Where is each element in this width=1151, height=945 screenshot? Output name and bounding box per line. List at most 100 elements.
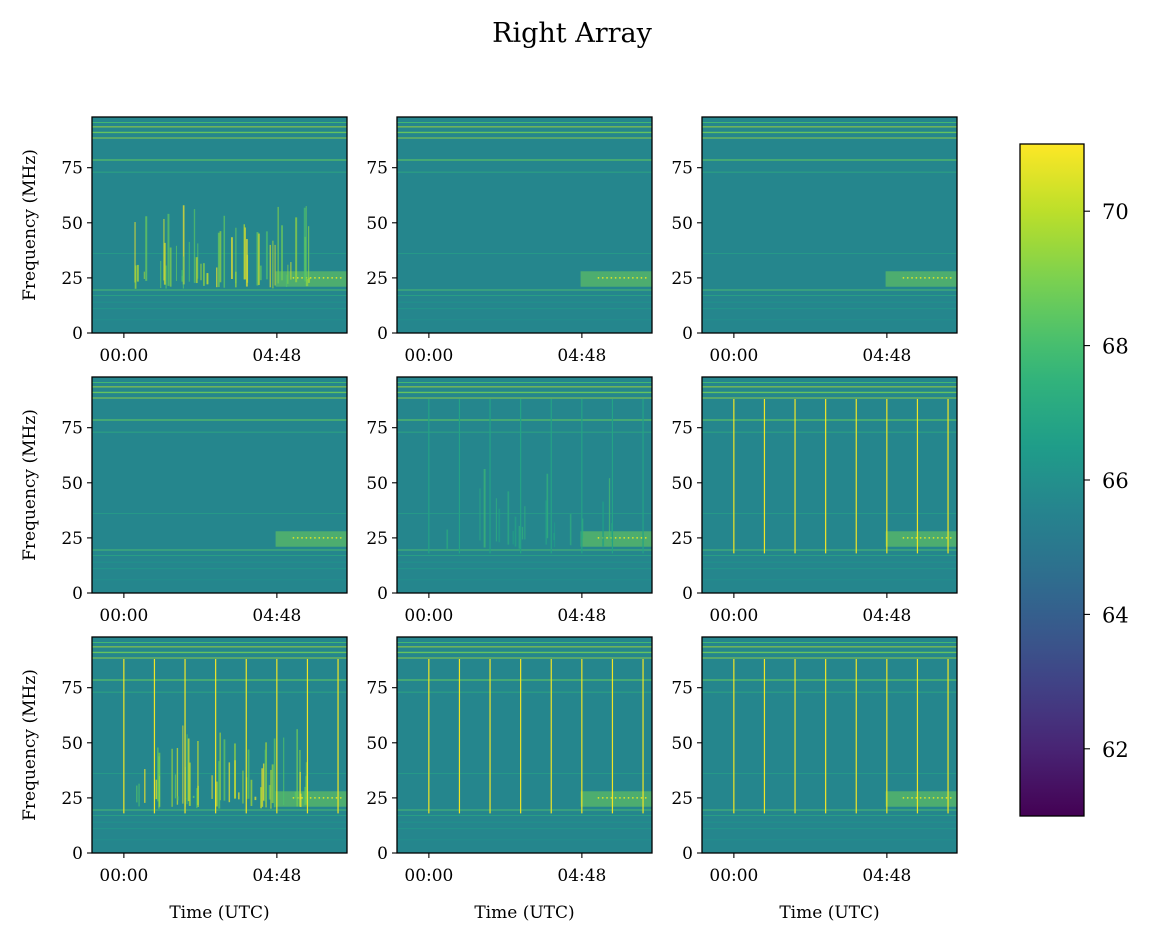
y-tick-label: 25 xyxy=(366,269,388,289)
spectrogram-features xyxy=(397,642,652,841)
spectrogram-features xyxy=(702,642,957,841)
y-tick-label: 0 xyxy=(682,324,693,344)
spectrogram-features xyxy=(397,122,652,321)
y-tick-label: 50 xyxy=(366,474,388,494)
colorbar-tick-label: 68 xyxy=(1102,335,1129,359)
axes-frame xyxy=(396,116,653,334)
colorbar-tick-label: 70 xyxy=(1102,200,1129,224)
panel-0-1: 0 25 50 75 00:00 04:48 xyxy=(366,116,653,366)
y-tick-label: 50 xyxy=(671,734,693,754)
axes-frame xyxy=(701,636,958,854)
y-tick-label: 50 xyxy=(61,474,83,494)
spectrogram-features xyxy=(702,382,957,581)
axes-frame xyxy=(701,376,958,594)
y-tick-label: 75 xyxy=(366,159,388,179)
x-axis-label: Time (UTC) xyxy=(779,903,879,923)
y-tick-label: 75 xyxy=(671,679,693,699)
colorbar-tick-label: 62 xyxy=(1102,738,1129,762)
x-tick-label: 04:48 xyxy=(252,866,301,886)
spectrogram-image xyxy=(397,637,652,853)
x-tick-label: 04:48 xyxy=(862,606,911,626)
spectrogram-image xyxy=(397,117,652,333)
y-tick-label: 25 xyxy=(671,529,693,549)
spectrogram-image xyxy=(92,377,347,593)
x-tick-label: 04:48 xyxy=(252,346,301,366)
x-tick-label: 04:48 xyxy=(862,346,911,366)
y-tick-label: 25 xyxy=(61,529,83,549)
y-tick-label: 25 xyxy=(61,269,83,289)
x-tick-label: 00:00 xyxy=(99,346,148,366)
spectrogram-image xyxy=(702,377,957,593)
y-tick-label: 25 xyxy=(61,789,83,809)
panel-2-2: 0 25 50 75 00:00 04:48 Time (UTC) xyxy=(671,636,958,923)
spectrogram-features xyxy=(397,382,652,581)
y-tick-label: 25 xyxy=(366,529,388,549)
spectrogram-image xyxy=(702,637,957,853)
y-tick-label: 0 xyxy=(682,844,693,864)
x-axis-label: Time (UTC) xyxy=(474,903,574,923)
x-tick-label: 00:00 xyxy=(99,866,148,886)
y-axis-label: Frequency (MHz) xyxy=(20,669,40,821)
x-tick-label: 00:00 xyxy=(404,606,453,626)
spectrogram-image xyxy=(702,117,957,333)
y-tick-label: 75 xyxy=(61,159,83,179)
axes-frame xyxy=(701,116,958,334)
colorbar-gradient xyxy=(1020,144,1084,816)
spectrogram-features xyxy=(92,382,347,581)
panel-1-0: 0 25 50 75 00:00 04:48 Frequency (MHz) xyxy=(20,376,348,626)
y-tick-label: 50 xyxy=(671,474,693,494)
y-tick-label: 0 xyxy=(72,324,83,344)
y-tick-label: 50 xyxy=(61,214,83,234)
panel-0-2: 0 25 50 75 00:00 04:48 xyxy=(671,116,958,366)
panel-2-0: 0 25 50 75 00:00 04:48 Frequency (MHz) Time (UT… xyxy=(20,636,348,923)
y-tick-label: 25 xyxy=(671,789,693,809)
x-tick-label: 04:48 xyxy=(557,346,606,366)
x-tick-label: 00:00 xyxy=(709,346,758,366)
x-tick-label: 00:00 xyxy=(99,606,148,626)
y-tick-label: 75 xyxy=(671,159,693,179)
chart-title: Right Array xyxy=(492,18,652,49)
y-tick-label: 25 xyxy=(366,789,388,809)
panel-0-0: 0 25 50 75 00:00 04:48 Frequency (MHz) xyxy=(20,116,348,366)
x-tick-label: 00:00 xyxy=(709,866,758,886)
y-tick-label: 50 xyxy=(671,214,693,234)
y-tick-label: 50 xyxy=(61,734,83,754)
x-tick-label: 04:48 xyxy=(862,866,911,886)
y-tick-label: 0 xyxy=(72,584,83,604)
colorbar: 62 64 66 68 70 xyxy=(1019,143,1129,817)
spectrogram-features xyxy=(92,642,347,841)
spectrogram-image xyxy=(397,377,652,593)
y-tick-label: 75 xyxy=(671,419,693,439)
colorbar-tick-label: 66 xyxy=(1102,469,1129,493)
x-tick-label: 00:00 xyxy=(709,606,758,626)
axes-frame xyxy=(91,636,348,854)
y-tick-label: 75 xyxy=(61,679,83,699)
axes-frame xyxy=(396,376,653,594)
y-tick-label: 75 xyxy=(61,419,83,439)
y-tick-label: 25 xyxy=(671,269,693,289)
axes-frame xyxy=(396,636,653,854)
x-tick-label: 00:00 xyxy=(404,866,453,886)
x-tick-label: 00:00 xyxy=(404,346,453,366)
axes-frame xyxy=(91,116,348,334)
x-tick-label: 04:48 xyxy=(557,606,606,626)
y-tick-label: 50 xyxy=(366,214,388,234)
y-tick-label: 0 xyxy=(377,584,388,604)
spectrogram-features xyxy=(702,122,957,321)
spectrogram-image xyxy=(92,117,347,333)
y-axis-label: Frequency (MHz) xyxy=(20,149,40,301)
y-tick-label: 0 xyxy=(682,584,693,604)
y-tick-label: 75 xyxy=(366,679,388,699)
x-axis-label: Time (UTC) xyxy=(169,903,269,923)
x-tick-label: 04:48 xyxy=(557,866,606,886)
spectrogram-features xyxy=(92,122,347,321)
axes-frame xyxy=(91,376,348,594)
y-tick-label: 75 xyxy=(366,419,388,439)
panel-2-1: 0 25 50 75 00:00 04:48 Time (UTC) xyxy=(366,636,653,923)
panel-1-2: 0 25 50 75 00:00 04:48 xyxy=(671,376,958,626)
panel-1-1: 0 25 50 75 00:00 04:48 xyxy=(366,376,653,626)
colorbar-tick-label: 64 xyxy=(1102,603,1129,627)
y-tick-label: 50 xyxy=(366,734,388,754)
